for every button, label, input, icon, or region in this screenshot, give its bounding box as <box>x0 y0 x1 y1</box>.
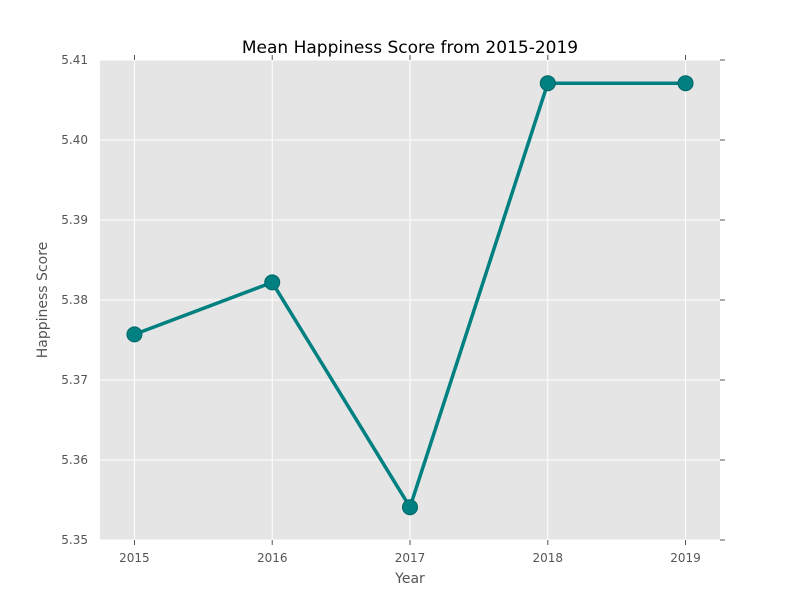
data-point <box>677 75 694 92</box>
y-axis-label: Happiness Score <box>35 242 51 359</box>
data-point <box>402 499 418 516</box>
y-tick-label: 5.40 <box>61 133 88 147</box>
x-axis-label: Year <box>394 571 425 587</box>
x-tick-label: 2016 <box>257 551 288 565</box>
x-tick-label: 2015 <box>119 551 150 565</box>
data-point <box>264 274 281 291</box>
x-tick-label: 2019 <box>670 551 701 565</box>
data-point <box>539 75 556 92</box>
x-tick-label: 2018 <box>533 551 564 565</box>
x-tick-labels: 2015 2016 2017 2018 2019 <box>119 551 701 565</box>
axis-ticks <box>133 55 725 545</box>
y-tick-label: 5.39 <box>61 213 88 227</box>
data-point <box>126 326 143 343</box>
y-tick-label: 5.38 <box>61 293 88 307</box>
y-tick-labels: 5.35 5.36 5.37 5.38 5.39 5.40 5.41 <box>61 53 88 547</box>
chart-title: Mean Happiness Score from 2015-2019 <box>242 38 578 58</box>
series-group <box>126 75 694 516</box>
y-tick-label: 5.41 <box>61 53 88 67</box>
y-tick-label: 5.37 <box>61 373 88 387</box>
y-tick-label: 5.36 <box>61 453 88 467</box>
y-tick-label: 5.35 <box>61 533 88 547</box>
x-tick-label: 2017 <box>395 551 426 565</box>
